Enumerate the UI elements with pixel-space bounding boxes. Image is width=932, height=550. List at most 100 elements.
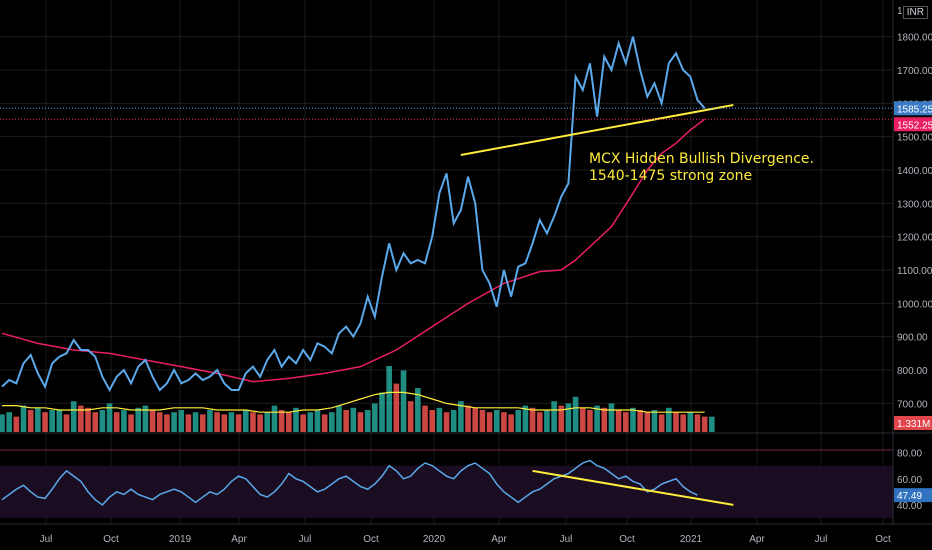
price-axis-top-mark: 1 <box>897 6 903 17</box>
volume-bar <box>286 412 292 432</box>
time-tick-label: Apr <box>491 534 507 545</box>
time-tick-label: 2020 <box>423 534 446 545</box>
volume-bar <box>450 410 457 432</box>
volume-bar <box>673 412 679 432</box>
volume-bar <box>493 410 500 432</box>
volume-bar <box>465 405 471 432</box>
volume-bar <box>92 412 99 432</box>
volume-bar <box>709 416 715 432</box>
volume-bar <box>486 412 493 432</box>
volume-bar <box>343 410 349 432</box>
volume-bar <box>622 412 629 432</box>
time-tick-label: Apr <box>749 534 765 545</box>
volume-bar <box>400 370 407 432</box>
volume-bar <box>135 407 142 432</box>
volume-bar <box>128 414 134 432</box>
grid <box>0 0 893 524</box>
volume-bar <box>429 410 435 432</box>
rsi-value-badge: 47.49 <box>897 491 922 502</box>
volume-bar <box>242 410 249 432</box>
volume-bar <box>0 414 5 432</box>
volume-bar <box>701 416 708 432</box>
volume-bar <box>314 410 321 432</box>
volume-pane <box>0 366 715 432</box>
volume-bar <box>99 410 106 432</box>
volume-bar <box>515 410 522 432</box>
volume-bar <box>257 414 263 432</box>
volume-bar <box>207 410 213 432</box>
volume-bar <box>472 407 479 432</box>
rsi-tick-label: 80.00 <box>897 449 922 460</box>
volume-bar <box>121 410 127 432</box>
volume-bar <box>13 416 20 432</box>
volume-bar <box>579 407 586 432</box>
volume-bar <box>199 414 206 432</box>
volume-bar <box>372 403 378 432</box>
price-tick-label: 700.00 <box>897 399 928 410</box>
volume-bar <box>178 410 185 432</box>
volume-bar <box>501 412 507 432</box>
volume-bar <box>149 410 156 432</box>
volume-bar <box>615 410 622 432</box>
volume-bar <box>300 414 306 432</box>
volume-bar <box>228 412 235 432</box>
volume-bar <box>536 412 543 432</box>
time-tick-label: Oct <box>363 534 379 545</box>
price-tick-label: 1000.00 <box>897 299 932 310</box>
price-tick-label: 1700.00 <box>897 66 932 77</box>
volume-bar <box>572 396 579 432</box>
volume-bar <box>608 403 615 432</box>
time-tick-label: Jul <box>815 534 828 545</box>
volume-bar <box>164 414 170 432</box>
rsi-band-fill <box>0 465 893 518</box>
price-series-line <box>1 36 706 393</box>
volume-bar <box>407 401 414 432</box>
volume-bar <box>529 407 536 432</box>
volume-bar <box>386 366 392 432</box>
volume-bar <box>42 412 48 432</box>
time-tick-label: Jul <box>299 534 312 545</box>
volume-bar <box>422 405 428 432</box>
volume-bar <box>393 383 400 432</box>
volume-bar <box>458 401 464 432</box>
price-tick-label: 1100.00 <box>897 266 932 277</box>
time-tick-label: 2021 <box>680 534 703 545</box>
volume-badge-bg <box>894 416 932 430</box>
volume-bar <box>551 401 557 432</box>
time-tick-label: Jul <box>560 534 573 545</box>
volume-bar <box>680 414 686 432</box>
volume-bar <box>185 414 192 432</box>
annotation-line-1: MCX Hidden Bullish Divergence. <box>589 151 814 167</box>
time-tick-label: Jul <box>40 534 53 545</box>
rsi-tick-label: 60.00 <box>897 475 922 486</box>
volume-bar <box>522 405 529 432</box>
price-trendline <box>460 104 734 156</box>
volume-bar <box>221 414 228 432</box>
price-tick-label: 1200.00 <box>897 233 932 244</box>
volume-bar <box>601 407 608 432</box>
volume-bar <box>142 405 149 432</box>
volume-bar <box>6 412 12 432</box>
volume-bar <box>658 414 665 432</box>
volume-bar <box>415 388 421 432</box>
volume-bar <box>379 392 385 432</box>
volume-bar <box>587 410 593 432</box>
currency-label[interactable]: INR <box>902 6 928 19</box>
volume-bar <box>271 405 278 432</box>
volume-bar <box>35 407 41 432</box>
volume-bar <box>321 414 328 432</box>
volume-bar <box>443 412 450 432</box>
annotation-text: MCX Hidden Bullish Divergence. 1540-1475… <box>589 151 814 185</box>
volume-bar <box>694 414 701 432</box>
volume-bar <box>171 412 177 432</box>
annotation-line-2: 1540-1475 strong zone <box>589 168 753 184</box>
volume-bar <box>357 412 364 432</box>
volume-bar <box>250 412 256 432</box>
volume-bar <box>666 407 672 432</box>
volume-bar <box>558 405 565 432</box>
time-tick-label: Apr <box>231 534 247 545</box>
volume-bar <box>235 414 242 432</box>
price-tick-label: 900.00 <box>897 333 928 344</box>
volume-bar <box>264 412 271 432</box>
